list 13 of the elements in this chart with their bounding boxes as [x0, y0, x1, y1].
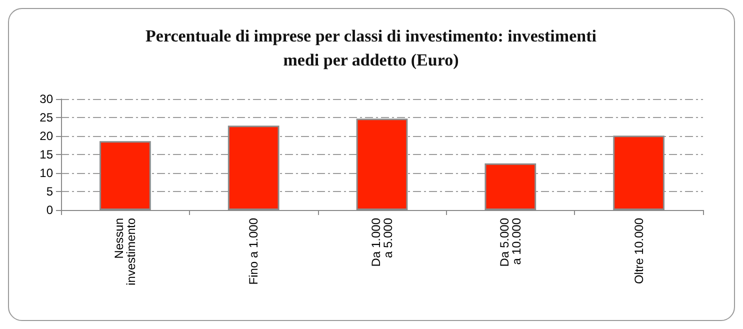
x-tick-label: Oltre 10.000 — [632, 218, 646, 284]
y-tick-label: 0 — [46, 203, 54, 217]
chart-title: Percentuale di imprese per classi di investimento: investimenti medi per addetto (Euro) — [146, 26, 597, 70]
x-tick-label: Fino a 1.000 — [246, 218, 261, 285]
y-tick-label: 15 — [40, 148, 54, 162]
y-tick-label: 25 — [40, 110, 54, 124]
y-tick-label: 10 — [40, 166, 54, 180]
x-tick-label: Nessun investimento — [112, 218, 138, 286]
y-tick-label: 5 — [46, 184, 54, 198]
y-tick-label: 30 — [40, 92, 54, 106]
y-tick-label: 20 — [40, 129, 54, 143]
x-tick-label: Da 5.000 a 10.000 — [497, 218, 524, 267]
x-tick-label: Da 1.000 a 5.000 — [369, 218, 395, 267]
